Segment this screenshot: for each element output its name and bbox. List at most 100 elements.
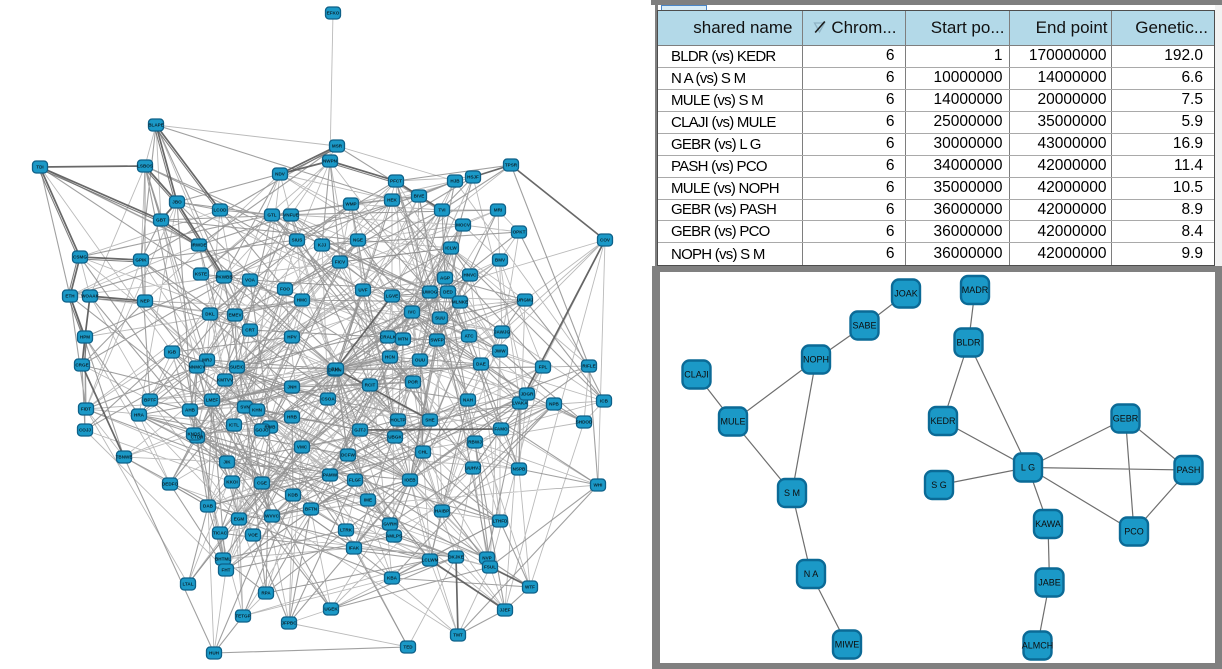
svg-text:ICTL: ICTL xyxy=(229,423,239,428)
svg-text:NGE: NGE xyxy=(353,238,363,243)
svg-text:DAE: DAE xyxy=(476,362,486,367)
svg-text:MTN: MTN xyxy=(398,337,409,342)
svg-text:PKWBB: PKWBB xyxy=(215,275,233,280)
svg-text:UVF: UVF xyxy=(358,288,367,293)
svg-text:DAKN: DAKN xyxy=(328,368,342,373)
svg-text:MRI: MRI xyxy=(494,208,502,213)
svg-text:LTHFD: LTHFD xyxy=(493,519,508,524)
svg-text:KSTE: KSTE xyxy=(195,272,207,277)
svg-text:DCFW: DCFW xyxy=(341,453,355,458)
svg-text:TDI: TDI xyxy=(36,165,43,170)
svg-text:HJB: HJB xyxy=(450,179,460,184)
svg-text:WOAAK: WOAAK xyxy=(81,294,100,299)
svg-text:MADR: MADR xyxy=(962,285,989,295)
svg-text:VMC: VMC xyxy=(297,445,308,450)
svg-text:HPM: HPM xyxy=(80,335,90,340)
svg-text:TED: TED xyxy=(403,645,413,650)
svg-text:EFKO: EFKO xyxy=(327,11,340,16)
svg-text:LTRK: LTRK xyxy=(340,528,353,533)
svg-text:VNFUE: VNFUE xyxy=(283,213,299,218)
svg-text:FLGF: FLGF xyxy=(349,478,361,483)
svg-text:NDV: NDV xyxy=(275,172,286,177)
svg-text:CTDR: CTDR xyxy=(191,435,204,440)
svg-text:JNH: JNH xyxy=(287,385,297,390)
svg-text:HAIBP: HAIBP xyxy=(435,509,449,514)
svg-text:HNVC: HNVC xyxy=(463,273,477,278)
svg-text:CRT: CRT xyxy=(245,328,255,333)
svg-text:RBWJ: RBWJ xyxy=(468,440,482,445)
svg-text:KJJ: KJJ xyxy=(318,243,327,248)
svg-text:GTL: GTL xyxy=(267,213,276,218)
svg-text:MLNKE: MLNKE xyxy=(452,300,468,305)
svg-text:SUU: SUU xyxy=(435,316,445,321)
svg-text:SVN: SVN xyxy=(240,405,250,410)
svg-text:TICAC: TICAC xyxy=(213,531,228,536)
svg-text:ALMCH: ALMCH xyxy=(1022,641,1054,651)
svg-text:GJTJ: GJTJ xyxy=(354,428,366,433)
svg-text:JIK: JIK xyxy=(223,460,231,465)
svg-text:MOCV: MOCV xyxy=(456,223,471,228)
svg-text:JBO: JBO xyxy=(172,200,182,205)
svg-text:GEBR: GEBR xyxy=(1113,414,1139,424)
svg-text:JOAK: JOAK xyxy=(894,289,918,299)
svg-text:RCIT: RCIT xyxy=(365,383,376,388)
svg-text:SWFP: SWFP xyxy=(430,338,443,343)
svg-text:KEDR: KEDR xyxy=(930,416,956,426)
svg-text:KMTVV: KMTVV xyxy=(217,378,234,383)
svg-text:CSMG: CSMG xyxy=(73,255,87,260)
svg-text:WHI: WHI xyxy=(594,483,603,488)
svg-text:FICV: FICV xyxy=(335,260,346,265)
svg-text:OUU: OUU xyxy=(415,358,426,363)
svg-text:TBNWE: TBNWE xyxy=(116,455,133,460)
svg-text:PAMW: PAMW xyxy=(323,473,338,478)
svg-text:EMEV: EMEV xyxy=(228,313,242,318)
svg-text:NEP: NEP xyxy=(140,299,149,304)
svg-text:L G: L G xyxy=(1021,463,1035,473)
svg-text:BFTN: BFTN xyxy=(305,507,318,512)
svg-text:FHT: FHT xyxy=(222,568,231,573)
svg-text:VOA: VOA xyxy=(245,278,256,283)
svg-text:GBT: GBT xyxy=(156,218,166,223)
svg-text:FPL: FPL xyxy=(539,365,548,370)
svg-text:IME: IME xyxy=(364,498,372,503)
svg-text:IVC: IVC xyxy=(408,310,416,315)
svg-text:ETH: ETH xyxy=(65,294,75,299)
svg-text:JWW: JWW xyxy=(494,349,506,354)
svg-text:MULE: MULE xyxy=(720,417,745,427)
svg-text:HRA: HRA xyxy=(134,413,145,418)
svg-text:LGVE: LGVE xyxy=(386,294,399,299)
svg-text:NWPN: NWPN xyxy=(323,159,338,164)
svg-text:JABE: JABE xyxy=(1038,578,1061,588)
svg-text:LCOD: LCOD xyxy=(213,208,227,213)
svg-text:ICB: ICB xyxy=(600,399,609,404)
svg-text:VOE: VOE xyxy=(248,533,258,538)
svg-text:GPIK: GPIK xyxy=(135,258,147,263)
svg-text:MSR: MSR xyxy=(332,144,343,149)
svg-text:FSUL: FSUL xyxy=(484,565,496,570)
svg-text:PASH: PASH xyxy=(1177,465,1201,475)
svg-text:KAWA: KAWA xyxy=(1035,519,1061,529)
svg-text:HCN: HCN xyxy=(385,355,396,360)
svg-text:HEK: HEK xyxy=(387,198,397,203)
svg-text:UUHVJ: UUHVJ xyxy=(465,466,481,471)
svg-text:DKL: DKL xyxy=(205,312,215,317)
svg-text:CLAJI: CLAJI xyxy=(684,370,709,380)
svg-text:EGM: EGM xyxy=(234,517,245,522)
svg-text:PCO: PCO xyxy=(1124,527,1144,537)
svg-text:DKJKE: DKJKE xyxy=(448,555,464,560)
svg-text:LMEF: LMEF xyxy=(206,398,219,403)
svg-text:IOEB: IOEB xyxy=(404,478,416,483)
svg-text:BMV: BMV xyxy=(495,258,506,263)
svg-text:ATC: ATC xyxy=(464,334,474,339)
svg-text:S M: S M xyxy=(784,488,800,498)
svg-text:BLAPE: BLAPE xyxy=(148,123,164,128)
svg-text:DAB: DAB xyxy=(203,504,214,509)
svg-text:FAMO: FAMO xyxy=(494,427,508,432)
svg-text:OPKT: OPKT xyxy=(513,230,526,235)
svg-text:AGP: AGP xyxy=(440,276,450,281)
svg-text:KHN: KHN xyxy=(252,408,263,413)
svg-text:KDB: KDB xyxy=(288,493,299,498)
svg-text:JDGR: JDGR xyxy=(521,392,534,397)
svg-text:LCLWM: LCLWM xyxy=(422,558,439,563)
svg-text:LSBOS: LSBOS xyxy=(137,164,153,169)
